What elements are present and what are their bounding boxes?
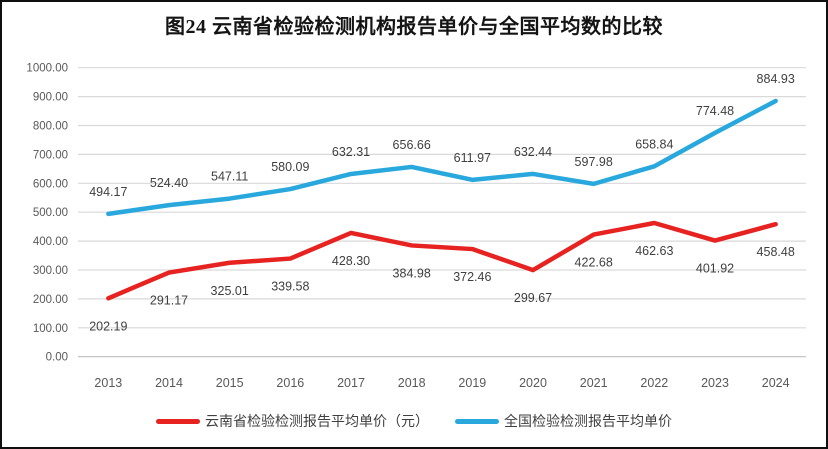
y-axis-tick-label: 0.00 [46,352,68,364]
x-axis-tick-label: 2014 [155,376,183,390]
data-label: 339.58 [271,280,309,294]
y-axis-tick-label: 200.00 [33,294,68,306]
y-axis-tick-label: 300.00 [33,265,68,277]
data-label: 547.11 [211,170,248,184]
red-line-swatch [156,418,200,424]
data-label: 658.84 [635,137,673,151]
data-label: 384.98 [393,266,431,280]
chart-legend: 云南省检验检测报告平均单价（元） 全国检验检测报告平均单价 [2,411,826,431]
y-axis-tick-label: 1000.00 [26,63,68,75]
data-label: 494.17 [89,185,127,199]
x-axis-tick-label: 2022 [640,376,668,390]
data-label: 462.63 [635,244,673,258]
x-axis-tick-label: 2017 [337,376,365,390]
data-label: 291.17 [150,294,188,308]
data-label: 299.67 [514,291,552,305]
chart-title: 图24 云南省检验检测机构报告单价与全国平均数的比较 [165,16,663,38]
x-axis-tick-label: 2023 [701,376,729,390]
data-label: 632.44 [514,145,552,159]
data-label: 524.40 [150,176,188,190]
data-label: 580.09 [271,160,309,174]
x-axis-tick-label: 2020 [519,376,547,390]
data-label: 422.68 [575,256,613,270]
data-label: 202.19 [89,319,127,333]
y-axis-tick-label: 900.00 [33,92,68,104]
data-label: 372.46 [453,270,491,284]
legend-item-national: 全国检验检测报告平均单价 [455,411,672,431]
series-line [106,220,778,301]
data-label: 401.92 [696,262,734,276]
y-axis-tick-label: 600.00 [33,178,68,190]
x-axis-tick-label: 2024 [762,376,790,390]
legend-item-yunnan: 云南省检验检测报告平均单价（元） [156,411,429,431]
legend-label-yunnan: 云南省检验检测报告平均单价（元） [205,413,429,429]
series-line [106,98,778,217]
data-label: 458.48 [757,245,795,259]
data-label: 656.66 [393,138,431,152]
x-axis-tick-label: 2021 [580,376,608,390]
data-label: 597.98 [575,155,613,169]
x-axis-tick-label: 2016 [276,376,304,390]
x-axis-tick-label: 2013 [94,376,122,390]
data-label: 428.30 [332,254,370,268]
data-label: 632.31 [332,145,370,159]
blue-line-swatch [455,418,499,424]
x-axis-tick-label: 2019 [458,376,486,390]
x-axis-tick-label: 2015 [216,376,244,390]
data-label: 325.01 [211,284,249,298]
data-label: 884.93 [757,72,795,86]
y-axis-tick-label: 500.00 [33,207,68,219]
data-label: 774.48 [696,104,734,118]
y-axis-tick-label: 800.00 [33,121,68,133]
legend-label-national: 全国检验检测报告平均单价 [504,413,672,429]
y-axis-tick-label: 700.00 [33,149,68,161]
y-axis-tick-label: 400.00 [33,236,68,248]
x-axis-tick-label: 2018 [398,376,426,390]
y-axis-tick-label: 100.00 [33,323,68,335]
data-label: 611.97 [454,151,491,165]
